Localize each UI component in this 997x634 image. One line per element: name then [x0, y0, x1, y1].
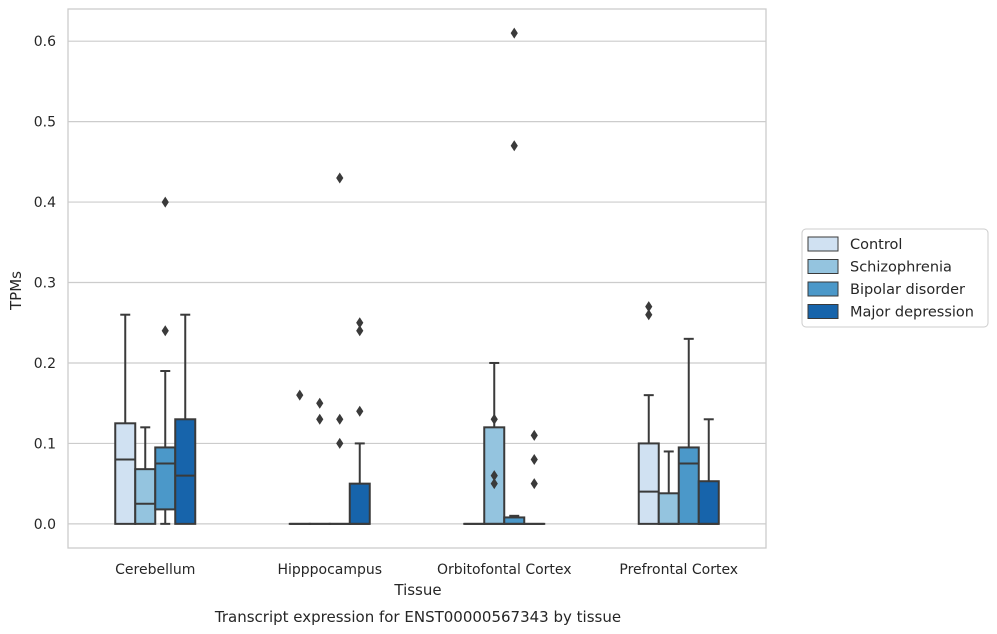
legend-swatch	[807, 281, 839, 297]
outlier-point	[336, 437, 344, 449]
box-iqr	[697, 480, 720, 525]
box-bipolar-disorder	[154, 196, 177, 525]
box-schizophrenia	[483, 361, 506, 525]
x-axis-ticks: Cerebellum Hipppocampus Orbitofontal Corte…	[115, 562, 738, 578]
outlier-point	[356, 317, 364, 329]
box-iqr	[174, 418, 197, 525]
outlier-point	[316, 397, 324, 409]
box-bipolar-disorder	[328, 172, 351, 525]
box-control	[637, 301, 660, 525]
legend-frame	[801, 228, 989, 328]
outlier-point	[645, 301, 653, 313]
box-major-depression	[348, 317, 371, 525]
box-bipolar-disorder	[677, 337, 700, 525]
x-tick-label: Prefrontal Cortex	[619, 562, 738, 578]
outlier-point	[356, 405, 364, 417]
legend-label: Control	[850, 237, 902, 253]
outlier-point	[645, 309, 653, 321]
x-tick-label: Hipppocampus	[277, 562, 382, 578]
outlier-point	[530, 454, 538, 466]
y-axis-label: TPMs	[7, 271, 25, 311]
outlier-point	[356, 325, 364, 337]
y-tick-label: 0.5	[34, 115, 56, 131]
outlier-point	[161, 196, 169, 208]
y-tick-label: 0.6	[34, 34, 56, 50]
box-iqr	[114, 422, 137, 525]
legend-swatch	[807, 304, 839, 319]
y-axis-ticks: 0.0 0.1 0.2 0.3 0.4 0.5 0.6	[34, 34, 56, 533]
legend-swatch	[807, 236, 839, 252]
legend-label: Major depression	[850, 305, 974, 321]
outlier-point	[316, 413, 324, 425]
outlier-point	[490, 413, 498, 425]
outlier-point	[336, 413, 344, 425]
outlier-point	[490, 470, 498, 482]
y-tick-label: 0.3	[34, 276, 56, 292]
outlier-point	[161, 325, 169, 337]
y-tick-label: 0.4	[34, 195, 56, 211]
box-iqr	[348, 482, 371, 525]
outlier-point	[530, 478, 538, 490]
outlier-point	[336, 172, 344, 184]
box-major-depression	[523, 429, 546, 525]
outlier-point	[510, 27, 518, 39]
x-tick-label: Orbitofontal Cortex	[437, 562, 572, 578]
box-layer	[114, 27, 720, 525]
box-iqr	[637, 442, 660, 525]
legend: Control Schizophrenia Bipolar disorder Majo…	[801, 228, 989, 328]
outlier-point	[490, 478, 498, 490]
y-tick-label: 0.0	[34, 517, 56, 533]
x-tick-label: Cerebellum	[115, 562, 195, 578]
legend-label: Bipolar disorder	[850, 282, 965, 298]
plot-area-frame	[67, 8, 767, 549]
y-tick-label: 0.1	[34, 436, 56, 452]
box-major-depression	[174, 313, 197, 525]
box-iqr	[134, 468, 157, 525]
outlier-point	[296, 389, 304, 401]
y-tick-label: 0.2	[34, 356, 56, 372]
box-iqr	[154, 446, 177, 511]
box-control	[114, 313, 137, 525]
box-iqr	[677, 446, 700, 525]
outlier-point	[510, 140, 518, 152]
box-iqr	[657, 492, 680, 525]
legend-swatch	[807, 259, 839, 274]
legend-label: Schizophrenia	[850, 260, 952, 276]
x-axis-label: Tissue	[393, 581, 441, 599]
box-bipolar-disorder	[503, 27, 526, 525]
outlier-point	[530, 429, 538, 441]
chart-title: Transcript expression for ENST0000056734…	[214, 608, 621, 626]
box-major-depression	[697, 418, 720, 525]
